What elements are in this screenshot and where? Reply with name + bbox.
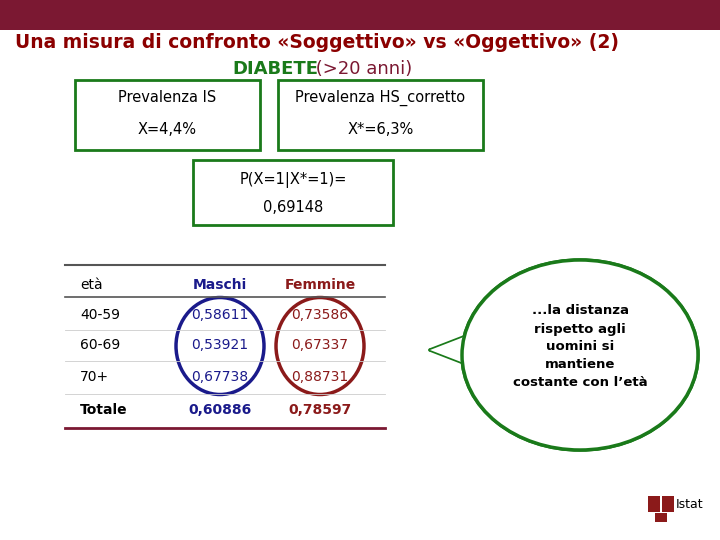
Text: 40-59: 40-59 xyxy=(80,308,120,322)
Text: 0,58611: 0,58611 xyxy=(192,308,248,322)
Text: Totale: Totale xyxy=(80,403,127,417)
Text: Femmine: Femmine xyxy=(284,278,356,292)
Text: (>20 anni): (>20 anni) xyxy=(310,60,413,78)
Text: 0,60886: 0,60886 xyxy=(189,403,251,417)
Text: 0,88731: 0,88731 xyxy=(292,370,348,384)
FancyBboxPatch shape xyxy=(75,80,260,150)
Text: DIABETE: DIABETE xyxy=(232,60,318,78)
Text: ...la distanza
rispetto agli
uomini si
mantiene
costante con l’età: ...la distanza rispetto agli uomini si m… xyxy=(513,305,647,389)
Ellipse shape xyxy=(462,260,698,450)
Text: 0,69148: 0,69148 xyxy=(263,199,323,214)
Text: 0,53921: 0,53921 xyxy=(192,338,248,352)
Text: 70+: 70+ xyxy=(80,370,109,384)
Text: 0,73586: 0,73586 xyxy=(292,308,348,322)
FancyBboxPatch shape xyxy=(278,80,483,150)
Text: 0,67337: 0,67337 xyxy=(292,338,348,352)
Text: Prevalenza IS: Prevalenza IS xyxy=(118,91,217,105)
Text: Una misura di confronto «Soggettivo» vs «Oggettivo» (2): Una misura di confronto «Soggettivo» vs … xyxy=(15,32,619,51)
Polygon shape xyxy=(430,333,474,367)
Text: età: età xyxy=(80,278,103,292)
Text: Prevalenza HS_corretto: Prevalenza HS_corretto xyxy=(295,90,466,106)
Bar xyxy=(0,0,720,30)
Text: X=4,4%: X=4,4% xyxy=(138,123,197,138)
FancyBboxPatch shape xyxy=(193,160,393,225)
Text: 0,67738: 0,67738 xyxy=(192,370,248,384)
Bar xyxy=(655,513,667,522)
Text: 0,78597: 0,78597 xyxy=(289,403,351,417)
Text: P(X=1|X*=1)=: P(X=1|X*=1)= xyxy=(239,172,347,188)
Text: 60-69: 60-69 xyxy=(80,338,120,352)
Text: Istat: Istat xyxy=(676,497,703,510)
Ellipse shape xyxy=(462,260,698,450)
Text: X*=6,3%: X*=6,3% xyxy=(347,123,413,138)
Text: Maschi: Maschi xyxy=(193,278,247,292)
Bar xyxy=(648,496,660,512)
Bar xyxy=(662,496,674,512)
